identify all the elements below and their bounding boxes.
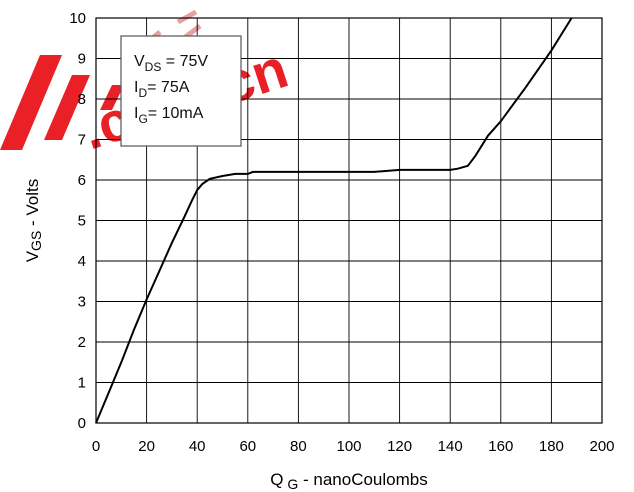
watermark-logo-bar: [100, 85, 124, 110]
x-tick-label: 60: [239, 438, 256, 455]
y-tick-label: 10: [69, 10, 86, 27]
x-axis-title: Q G - nanoCoulombs: [270, 470, 427, 492]
y-axis-title: VGS - Volts: [23, 179, 44, 263]
legend-line: IG= 10mA: [134, 105, 204, 126]
watermark-logo-bar: [44, 75, 90, 140]
y-tick-label: 5: [78, 213, 86, 230]
legend-line: VDS = 75V: [134, 53, 208, 74]
y-tick-label: 9: [78, 51, 86, 68]
x-tick-label: 160: [488, 438, 513, 455]
x-tick-label: 0: [92, 438, 100, 455]
legend-frame: [120, 35, 242, 147]
x-tick-label: 140: [438, 438, 463, 455]
y-tick-label: 6: [78, 172, 86, 189]
x-tick-label: 20: [138, 438, 155, 455]
plot-frame: [95, 17, 603, 424]
legend-line: ID= 75A: [134, 79, 190, 100]
legend-box: VDS = 75V ID= 75A IG= 10mA: [120, 35, 242, 147]
y-tick-label: 2: [78, 334, 86, 351]
tick-labels: 0 20 40 60 80 100 120 140 160 180 200 0 1 2 3 4 5 6 7 8 9 10: [69, 10, 614, 455]
x-tick-label: 40: [189, 438, 206, 455]
y-tick-label: 4: [78, 253, 86, 270]
y-tick-label: 7: [78, 132, 86, 149]
y-tick-label: 1: [78, 375, 86, 392]
x-tick-label: 180: [539, 438, 564, 455]
y-tick-label: 0: [78, 415, 86, 432]
series-layer: [95, 17, 573, 424]
x-tick-label: 120: [387, 438, 412, 455]
axis-titles: Q G - nanoCoulombs VGS - Volts: [23, 179, 428, 492]
y-tick-label: 3: [78, 294, 86, 311]
watermark-logo-bar: [0, 55, 62, 150]
series-line: [95, 17, 573, 424]
x-tick-label: 100: [336, 438, 361, 455]
x-tick-label: 80: [290, 438, 307, 455]
x-tick-label: 200: [589, 438, 614, 455]
y-tick-label: 8: [78, 91, 86, 108]
